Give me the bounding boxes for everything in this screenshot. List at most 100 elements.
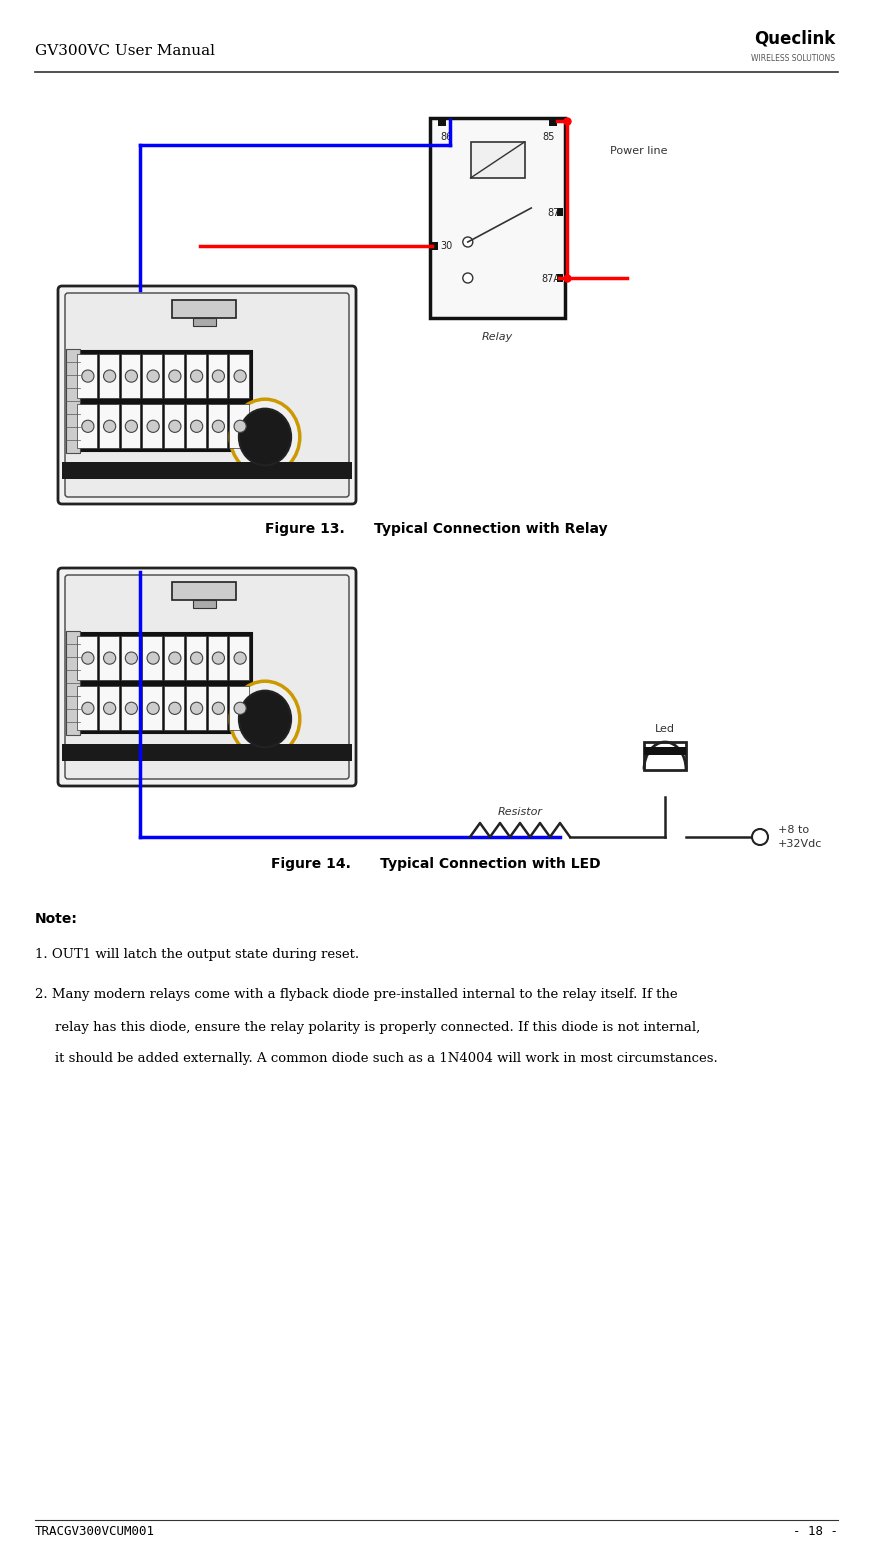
Text: +32Vdc: +32Vdc <box>778 839 822 848</box>
Circle shape <box>168 651 181 664</box>
Circle shape <box>104 420 116 433</box>
Bar <box>74 351 252 402</box>
Circle shape <box>190 651 203 664</box>
Circle shape <box>234 371 246 382</box>
Circle shape <box>126 420 137 433</box>
Bar <box>164 354 183 399</box>
Bar <box>99 405 119 448</box>
Bar <box>164 686 183 731</box>
Circle shape <box>234 651 246 664</box>
Circle shape <box>104 703 116 715</box>
Text: Led: Led <box>655 724 675 734</box>
Text: 87A: 87A <box>541 275 560 284</box>
Circle shape <box>212 371 224 382</box>
Circle shape <box>190 371 203 382</box>
FancyBboxPatch shape <box>65 575 349 779</box>
Circle shape <box>212 420 224 433</box>
Circle shape <box>82 703 94 715</box>
Text: 86: 86 <box>440 132 452 143</box>
Bar <box>74 402 252 451</box>
FancyBboxPatch shape <box>65 293 349 496</box>
Bar <box>120 686 141 731</box>
Circle shape <box>463 237 473 247</box>
Text: 2. Many modern relays come with a flyback diode pre-installed internal to the re: 2. Many modern relays come with a flybac… <box>35 988 677 1000</box>
Circle shape <box>147 371 159 382</box>
Bar <box>77 354 97 399</box>
Text: relay has this diode, ensure the relay polarity is properly connected. If this d: relay has this diode, ensure the relay p… <box>55 1021 700 1035</box>
Bar <box>186 405 205 448</box>
Bar <box>644 748 686 755</box>
Text: 1. OUT1 will latch the output state during reset.: 1. OUT1 will latch the output state duri… <box>35 948 359 962</box>
Bar <box>99 354 119 399</box>
Bar <box>74 633 252 682</box>
Circle shape <box>104 651 116 664</box>
Text: TRACGV300VCUM001: TRACGV300VCUM001 <box>35 1525 155 1539</box>
Text: Note:: Note: <box>35 912 78 926</box>
Text: 30: 30 <box>440 240 452 251</box>
Bar <box>120 405 141 448</box>
Bar <box>230 636 249 681</box>
Text: Power line: Power line <box>610 146 668 157</box>
Ellipse shape <box>230 681 299 757</box>
Bar <box>557 208 563 216</box>
Text: Figure 14.      Typical Connection with LED: Figure 14. Typical Connection with LED <box>272 858 601 872</box>
Text: 87: 87 <box>547 208 560 219</box>
Bar <box>74 682 252 734</box>
Circle shape <box>168 420 181 433</box>
Circle shape <box>190 703 203 715</box>
Bar <box>164 405 183 448</box>
Bar <box>172 299 236 318</box>
Circle shape <box>126 703 137 715</box>
Bar <box>120 636 141 681</box>
Bar <box>644 741 686 769</box>
Ellipse shape <box>239 408 291 465</box>
Circle shape <box>104 371 116 382</box>
FancyBboxPatch shape <box>58 285 356 504</box>
Text: 85: 85 <box>543 132 555 143</box>
Ellipse shape <box>239 690 291 748</box>
Bar <box>193 318 216 326</box>
Bar <box>193 600 216 608</box>
Bar <box>99 686 119 731</box>
Bar <box>438 119 446 126</box>
Circle shape <box>147 703 159 715</box>
Bar <box>208 686 227 731</box>
Bar <box>432 242 438 250</box>
Bar <box>557 275 563 282</box>
Bar <box>208 354 227 399</box>
Text: - 18 -: - 18 - <box>793 1525 838 1539</box>
Bar <box>120 354 141 399</box>
Bar <box>186 354 205 399</box>
Bar <box>142 686 162 731</box>
Text: Resistor: Resistor <box>498 807 542 817</box>
Text: +8 to: +8 to <box>778 825 809 834</box>
Circle shape <box>234 420 246 433</box>
Circle shape <box>752 828 768 845</box>
Circle shape <box>168 371 181 382</box>
FancyBboxPatch shape <box>58 568 356 786</box>
Bar <box>66 631 80 735</box>
Text: Figure 13.      Typical Connection with Relay: Figure 13. Typical Connection with Relay <box>265 523 608 537</box>
Circle shape <box>190 420 203 433</box>
Bar <box>186 686 205 731</box>
Bar <box>230 354 249 399</box>
Text: WIRELESS SOLUTIONS: WIRELESS SOLUTIONS <box>751 54 835 64</box>
Bar <box>142 354 162 399</box>
Text: Queclink: Queclink <box>753 29 835 48</box>
Bar <box>62 462 352 479</box>
Bar <box>471 143 525 178</box>
Bar <box>172 582 236 600</box>
Circle shape <box>168 703 181 715</box>
Bar <box>66 349 80 453</box>
Bar <box>77 636 97 681</box>
Bar <box>142 636 162 681</box>
Text: GV300VC User Manual: GV300VC User Manual <box>35 43 215 57</box>
Bar <box>208 636 227 681</box>
Bar <box>208 405 227 448</box>
Circle shape <box>147 420 159 433</box>
Bar <box>62 744 352 762</box>
Bar <box>186 636 205 681</box>
Ellipse shape <box>230 399 299 475</box>
Circle shape <box>212 703 224 715</box>
Circle shape <box>126 651 137 664</box>
